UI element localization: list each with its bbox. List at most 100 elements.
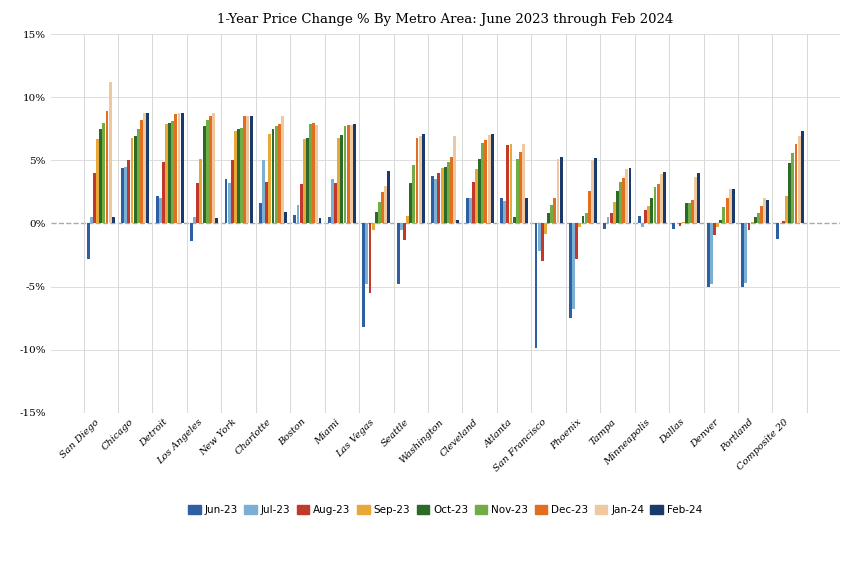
Bar (403, 223, 406, 240)
Bar (262, 160, 265, 223)
Bar (438, 173, 440, 223)
Bar (400, 223, 403, 230)
Bar (478, 159, 481, 223)
Bar (284, 212, 287, 223)
Bar (197, 183, 199, 223)
Bar (193, 217, 196, 223)
Bar (591, 160, 594, 223)
Bar (275, 127, 277, 223)
Bar (93, 173, 96, 223)
Bar (421, 134, 425, 223)
Bar (450, 156, 453, 223)
Bar (237, 129, 240, 223)
Bar (281, 116, 284, 223)
Bar (484, 140, 488, 223)
Bar (353, 124, 356, 223)
Bar (582, 216, 584, 223)
Bar (168, 123, 171, 223)
Bar (362, 223, 365, 327)
Bar (513, 217, 516, 223)
Bar (560, 156, 562, 223)
Bar (613, 202, 616, 223)
Bar (331, 179, 334, 223)
Bar (472, 182, 475, 223)
Bar (469, 198, 471, 223)
Bar (578, 223, 581, 227)
Bar (109, 83, 112, 223)
Bar (299, 185, 303, 223)
Title: 1-Year Price Change % By Metro Area: June 2023 through Feb 2024: 1-Year Price Change % By Metro Area: Jun… (217, 13, 673, 26)
Bar (503, 201, 506, 223)
Bar (247, 116, 249, 223)
Bar (695, 177, 697, 223)
Bar (569, 223, 572, 318)
Bar (525, 198, 528, 223)
Bar (584, 213, 588, 223)
Bar (656, 185, 660, 223)
Bar (143, 112, 146, 223)
Bar (791, 153, 795, 223)
Bar (785, 196, 788, 223)
Bar (419, 136, 421, 223)
Bar (641, 223, 644, 227)
Bar (90, 217, 92, 223)
Bar (378, 202, 381, 223)
Bar (434, 179, 438, 223)
Bar (506, 146, 510, 223)
Bar (131, 138, 133, 223)
Bar (112, 217, 114, 223)
Bar (538, 223, 540, 251)
Bar (234, 131, 237, 223)
Bar (444, 167, 447, 223)
Bar (626, 169, 628, 223)
Bar (616, 191, 619, 223)
Bar (340, 135, 343, 223)
Bar (319, 218, 321, 223)
Bar (763, 198, 766, 223)
Bar (644, 210, 647, 223)
Bar (776, 223, 778, 238)
Bar (177, 112, 181, 223)
Bar (516, 159, 519, 223)
Bar (265, 182, 268, 223)
Bar (199, 159, 203, 223)
Bar (663, 172, 666, 223)
Bar (747, 223, 750, 230)
Bar (162, 162, 165, 223)
Bar (522, 144, 525, 223)
Bar (303, 139, 306, 223)
Bar (99, 129, 102, 223)
Bar (96, 139, 99, 223)
Bar (206, 120, 209, 223)
Bar (550, 205, 553, 223)
Bar (412, 166, 416, 223)
Bar (488, 135, 490, 223)
Bar (610, 213, 612, 223)
Bar (209, 116, 212, 223)
Bar (760, 206, 763, 223)
Bar (369, 223, 371, 293)
Bar (121, 168, 124, 223)
Bar (328, 217, 331, 223)
Bar (343, 127, 347, 223)
Bar (381, 192, 384, 223)
Bar (678, 223, 682, 226)
Bar (650, 198, 653, 223)
Bar (682, 222, 684, 223)
Bar (140, 120, 143, 223)
Bar (171, 121, 174, 223)
Bar (350, 125, 353, 223)
Bar (782, 221, 785, 223)
Bar (431, 175, 434, 223)
Bar (365, 223, 368, 284)
Bar (706, 223, 710, 286)
Bar (750, 222, 754, 223)
Bar (622, 178, 625, 223)
Bar (604, 223, 606, 229)
Bar (347, 125, 349, 223)
Bar (137, 129, 140, 223)
Bar (388, 171, 390, 223)
Bar (315, 125, 318, 223)
Bar (297, 205, 299, 223)
Bar (685, 203, 688, 223)
